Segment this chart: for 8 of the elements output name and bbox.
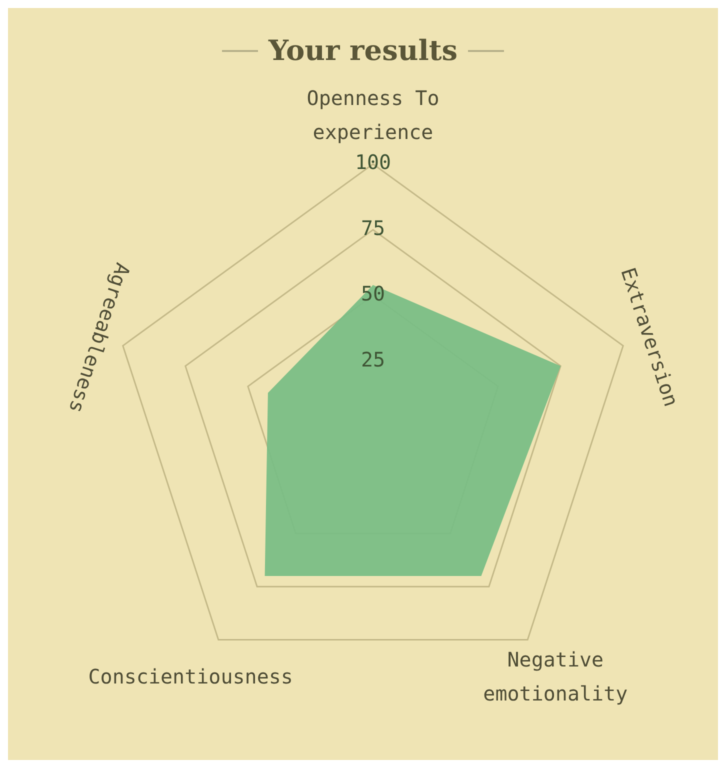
y-tick-label: 25 [360,347,386,372]
spoke-label: Negative emotionality [483,647,628,706]
y-tick-label: 100 [354,150,392,174]
chart-title: Your results [268,34,458,67]
y-tick-label: 50 [360,282,386,306]
spoke-label: Conscientiousness [88,664,293,688]
spoke-label: Openness To experience [306,86,440,144]
y-tick-label: 75 [360,216,386,240]
